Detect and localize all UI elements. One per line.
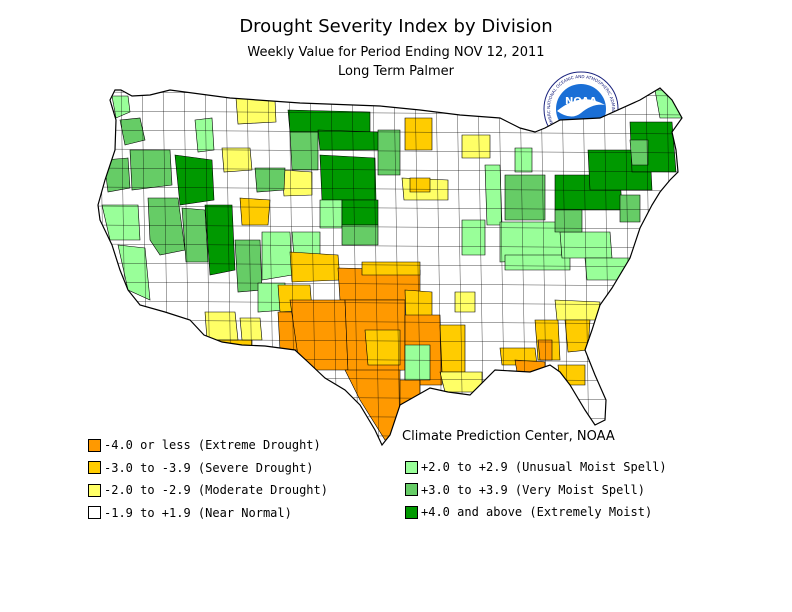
map-title: Drought Severity Index by Division bbox=[239, 16, 553, 37]
region-ky bbox=[504, 254, 571, 271]
region-or-east bbox=[129, 149, 173, 191]
swatch-severe-drought bbox=[88, 461, 101, 475]
division-line bbox=[98, 148, 682, 154]
region-ne bbox=[341, 199, 379, 226]
legend-label: +3.0 to +3.9 (Very Moist Spell) bbox=[421, 482, 645, 497]
region-oh bbox=[504, 174, 546, 221]
legend-label: +2.0 to +2.9 (Unusual Moist Spell) bbox=[421, 460, 667, 475]
region-ca-central bbox=[117, 244, 151, 301]
division-line bbox=[98, 281, 682, 287]
legend-item-severe-drought: -3.0 to -3.9 (Severe Drought) bbox=[88, 457, 328, 480]
division-line bbox=[582, 88, 590, 445]
region-wy bbox=[254, 167, 286, 193]
region-nd bbox=[287, 109, 371, 133]
swatch-unusual-moist bbox=[405, 460, 418, 474]
region-tx-coast bbox=[399, 379, 421, 406]
logo-text: NOAA bbox=[565, 96, 597, 107]
legend-item-unusual-moist: +2.0 to +2.9 (Unusual Moist Spell) bbox=[405, 456, 667, 479]
credit-text: Climate Prediction Center, NOAA bbox=[402, 429, 615, 444]
index-name: Long Term Palmer bbox=[337, 64, 455, 79]
region-va bbox=[559, 231, 613, 259]
division-line bbox=[98, 243, 682, 249]
legend-item-very-moist: +3.0 to +3.9 (Very Moist Spell) bbox=[405, 479, 667, 502]
region-il bbox=[461, 219, 486, 256]
region-ut bbox=[204, 204, 236, 276]
legend-moist: +2.0 to +2.9 (Unusual Moist Spell) +3.0 … bbox=[405, 456, 667, 524]
legend-label: -2.0 to -2.9 (Moderate Drought) bbox=[104, 483, 328, 498]
region-az-w bbox=[204, 339, 253, 366]
region-mi bbox=[514, 147, 533, 173]
region-ia bbox=[409, 177, 431, 193]
division-line bbox=[372, 88, 380, 445]
legend-item-moderate-drought: -2.0 to -2.9 (Moderate Drought) bbox=[88, 479, 328, 502]
region-nj bbox=[619, 194, 641, 223]
division-line bbox=[393, 88, 401, 445]
drought-map bbox=[97, 82, 690, 452]
region-tx-ne bbox=[404, 344, 431, 381]
region-mn-e bbox=[404, 117, 433, 151]
region-mt-e bbox=[281, 169, 313, 197]
region-wv bbox=[554, 209, 583, 233]
region-tx-central-y bbox=[364, 329, 401, 366]
region-mn-w bbox=[377, 129, 401, 176]
region-wa-coast bbox=[111, 95, 131, 119]
legend-item-near-normal: -1.9 to +1.9 (Near Normal) bbox=[88, 502, 328, 525]
region-fl-panhandle bbox=[514, 359, 546, 379]
region-ks-s bbox=[289, 251, 341, 283]
region-mt-w bbox=[221, 147, 253, 173]
legend-label: +4.0 and above (Extremely Moist) bbox=[421, 505, 653, 520]
region-ga-s bbox=[537, 339, 553, 361]
region-me bbox=[654, 89, 682, 119]
region-ks-e bbox=[361, 261, 421, 276]
region-nd-2 bbox=[317, 129, 381, 151]
legend-item-extremely-moist: +4.0 and above (Extremely Moist) bbox=[405, 501, 667, 524]
region-id-north bbox=[194, 117, 215, 153]
division-line bbox=[98, 205, 682, 211]
division-line bbox=[688, 82, 690, 452]
legend-item-extreme-drought: -4.0 or less (Extreme Drought) bbox=[88, 434, 328, 457]
region-ut-w bbox=[181, 207, 209, 263]
division-line bbox=[414, 88, 422, 445]
region-sc bbox=[554, 299, 601, 321]
region-wi bbox=[461, 134, 491, 159]
us-outline bbox=[97, 87, 683, 447]
swatch-extremely-moist bbox=[405, 505, 418, 519]
swatch-near-normal bbox=[88, 506, 101, 520]
region-wa-west bbox=[119, 117, 146, 146]
region-in bbox=[484, 164, 503, 226]
region-ca-north bbox=[101, 204, 141, 241]
map-subtitle: Weekly Value for Period Ending NOV 12, 2… bbox=[247, 45, 545, 60]
region-az-s bbox=[204, 311, 239, 341]
region-mt-n bbox=[235, 97, 277, 125]
region-id bbox=[174, 154, 215, 206]
division-line bbox=[99, 88, 107, 445]
swatch-very-moist bbox=[405, 483, 418, 497]
division-line bbox=[351, 88, 359, 445]
region-sd bbox=[319, 154, 377, 201]
legend-label: -1.9 to +1.9 (Near Normal) bbox=[104, 505, 292, 520]
region-sd-2 bbox=[319, 199, 343, 229]
region-nv-east bbox=[147, 197, 186, 256]
division-line bbox=[98, 129, 682, 135]
division-line bbox=[456, 88, 464, 445]
region-id-south bbox=[239, 197, 271, 226]
swatch-moderate-drought bbox=[88, 483, 101, 497]
division-line bbox=[98, 186, 682, 192]
region-nd-w bbox=[289, 131, 319, 171]
legend-label: -4.0 or less (Extreme Drought) bbox=[104, 438, 321, 453]
region-co-w bbox=[261, 231, 293, 281]
legend-label: -3.0 to -3.9 (Severe Drought) bbox=[104, 460, 314, 475]
region-ms bbox=[454, 291, 476, 313]
division-line bbox=[98, 262, 682, 268]
division-line bbox=[98, 167, 682, 173]
region-or-coast bbox=[103, 157, 131, 193]
swatch-extreme-drought bbox=[88, 438, 101, 452]
region-ne-2 bbox=[341, 224, 379, 246]
legend-drought: -4.0 or less (Extreme Drought) -3.0 to -… bbox=[88, 434, 328, 524]
division-line bbox=[98, 300, 682, 306]
division-line bbox=[98, 224, 682, 230]
